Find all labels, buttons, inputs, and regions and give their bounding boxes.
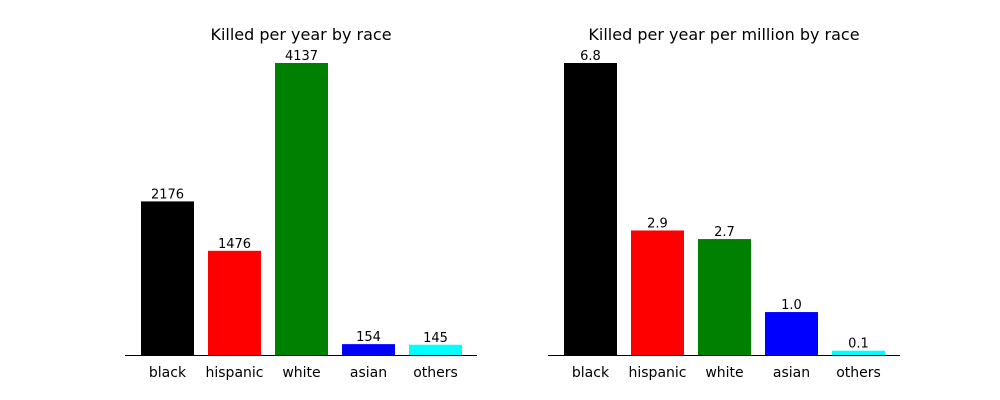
chart-title: Killed per year by race <box>210 25 391 44</box>
bar-hispanic <box>631 230 684 355</box>
bar-others <box>832 350 885 355</box>
value-label-hispanic: 2.9 <box>647 216 668 231</box>
value-label-white: 4137 <box>285 49 318 64</box>
x-tick-label-asian: asian <box>350 365 387 381</box>
bar-asian <box>765 312 818 355</box>
x-tick-label-black: black <box>149 365 187 381</box>
bar-black <box>564 63 617 355</box>
bar-black <box>141 201 194 355</box>
bar-asian <box>342 344 395 355</box>
x-tick-label-others: others <box>836 365 881 381</box>
value-label-others: 145 <box>423 331 448 346</box>
x-tick-label-hispanic: hispanic <box>206 365 264 381</box>
value-label-hispanic: 1476 <box>218 237 251 252</box>
chart-panel-killed-per-million: Killed per year per million by race 6.8 b… <box>548 25 900 381</box>
value-label-others: 0.1 <box>848 337 869 352</box>
x-tick-label-white: white <box>705 365 743 381</box>
bar-hispanic <box>208 250 261 355</box>
value-label-asian: 154 <box>356 330 381 345</box>
value-label-black: 2176 <box>151 187 184 202</box>
bar-others <box>409 344 462 355</box>
bar-white <box>275 63 328 355</box>
bar-white <box>698 239 751 355</box>
x-tick-label-asian: asian <box>773 365 810 381</box>
value-label-white: 2.7 <box>714 225 735 240</box>
x-tick-label-black: black <box>572 365 610 381</box>
x-tick-label-others: others <box>413 365 458 381</box>
chart-title: Killed per year per million by race <box>588 25 859 44</box>
x-tick-label-hispanic: hispanic <box>629 365 687 381</box>
x-tick-label-white: white <box>282 365 320 381</box>
value-label-black: 6.8 <box>580 49 601 64</box>
bar-group: 2176 black 1476 hispanic 4137 white 154 asian 14… <box>141 49 462 381</box>
value-label-asian: 1.0 <box>781 298 802 313</box>
chart-panel-killed-per-year: Killed per year by race 2176 black 1476 his… <box>125 25 477 381</box>
bar-group: 6.8 black 2.9 hispanic 2.7 white 1.0 asian 0.1 ot… <box>564 49 885 381</box>
